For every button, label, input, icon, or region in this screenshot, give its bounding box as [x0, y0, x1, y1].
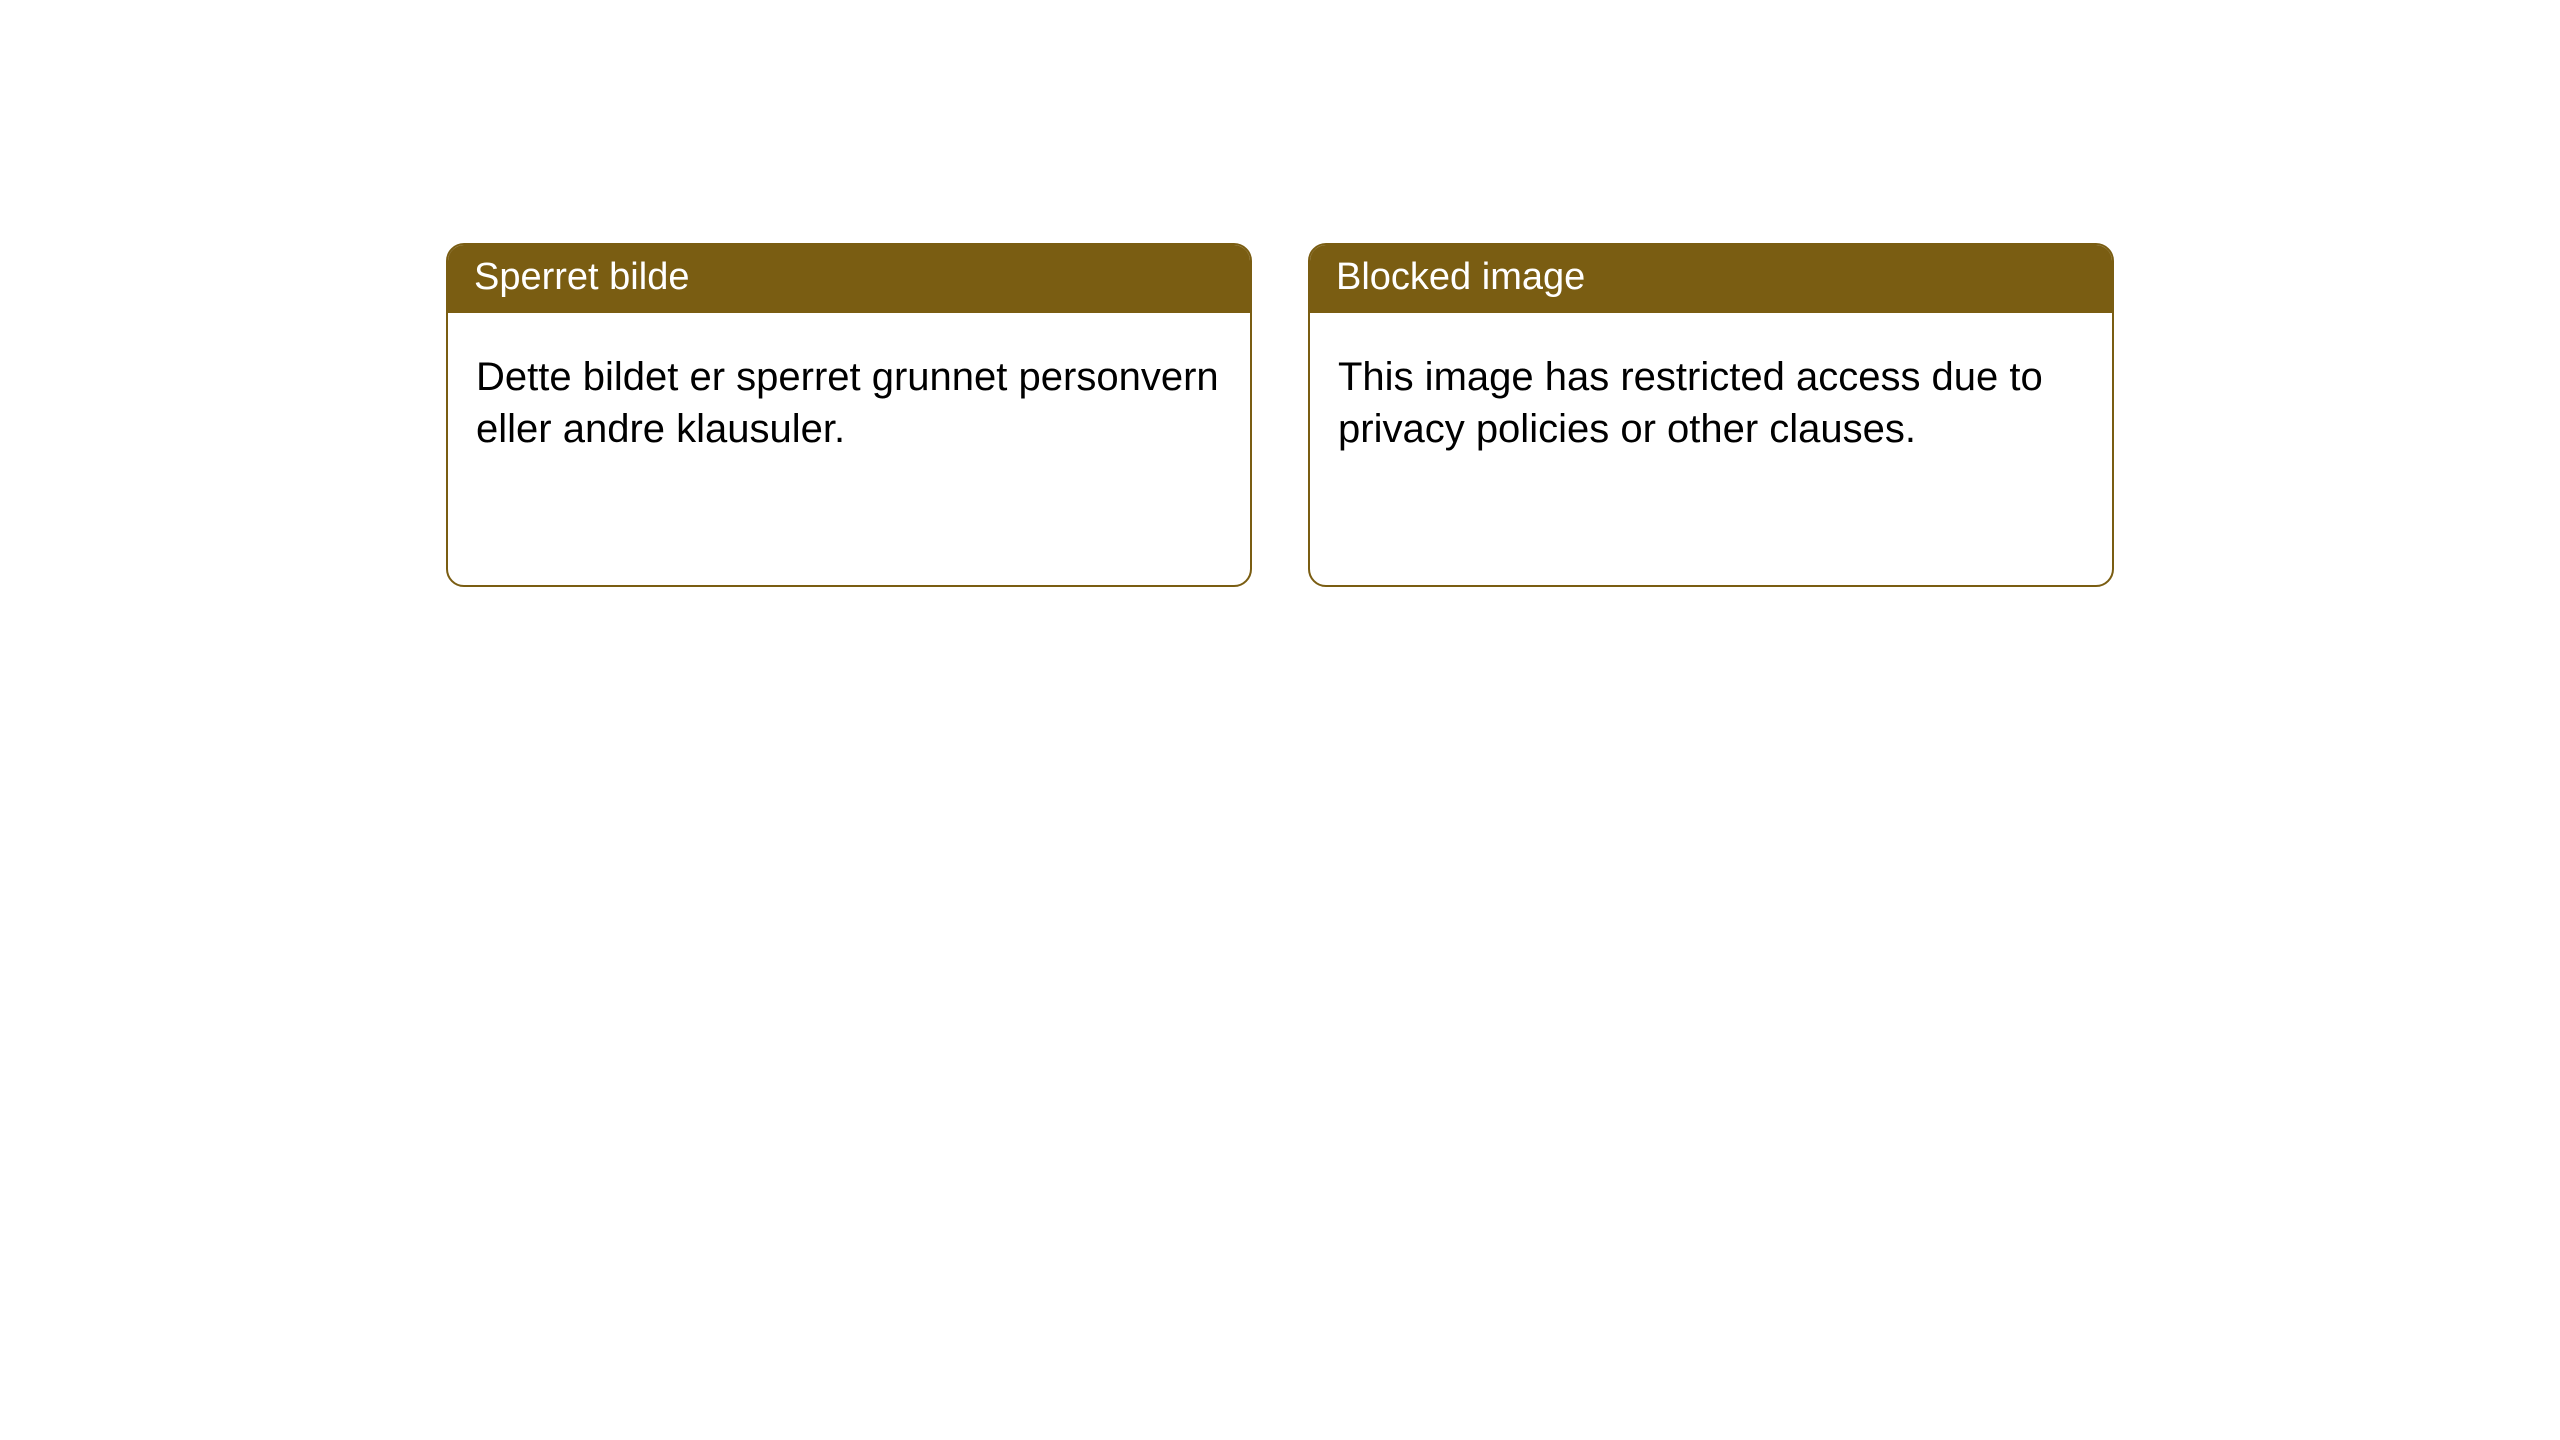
- notice-body: Dette bildet er sperret grunnet personve…: [448, 313, 1250, 585]
- notice-header: Sperret bilde: [448, 245, 1250, 313]
- notice-title: Sperret bilde: [474, 256, 689, 298]
- notice-container: Sperret bilde Dette bildet er sperret gr…: [446, 243, 2114, 587]
- notice-body: This image has restricted access due to …: [1310, 313, 2112, 585]
- notice-message: Dette bildet er sperret grunnet personve…: [476, 355, 1219, 451]
- notice-card-norwegian: Sperret bilde Dette bildet er sperret gr…: [446, 243, 1252, 587]
- notice-title: Blocked image: [1336, 256, 1585, 298]
- notice-card-english: Blocked image This image has restricted …: [1308, 243, 2114, 587]
- notice-header: Blocked image: [1310, 245, 2112, 313]
- notice-message: This image has restricted access due to …: [1338, 355, 2043, 451]
